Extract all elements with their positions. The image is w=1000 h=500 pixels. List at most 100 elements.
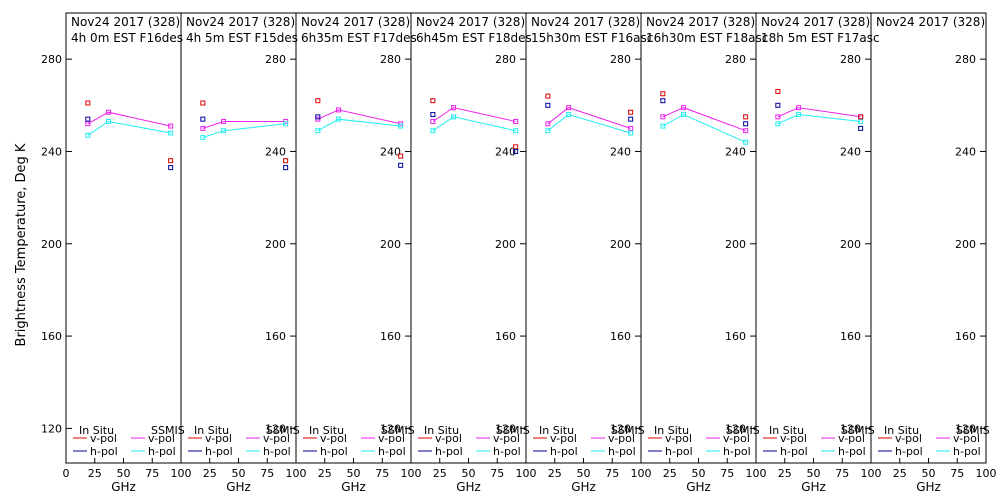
legend-ssmis-hpol-label: h-pol (263, 445, 291, 458)
legend-insitu-hpol-label: h-pol (665, 445, 693, 458)
y-axis-label: Brightness Temperature, Deg K (14, 143, 29, 346)
x-tick-label: 25 (778, 467, 792, 480)
insitu-vpol-point (858, 114, 864, 120)
legend-insitu-vpol-label: v-pol (780, 432, 807, 445)
legend-ssmis-vpol-label: v-pol (263, 432, 290, 445)
x-tick-label: 75 (260, 467, 274, 480)
legend-insitu-title: In Situ (884, 424, 919, 437)
legend-ssmis-title: SSMIS (151, 424, 185, 437)
x-tick-label: 50 (922, 467, 936, 480)
y-tick-label: 160 (725, 330, 746, 343)
legend-ssmis-hpol-label: h-pol (838, 445, 866, 458)
insitu-vpol-point (283, 158, 289, 164)
x-tick-label: 50 (692, 467, 706, 480)
legend-insitu-hpol-label: h-pol (90, 445, 118, 458)
panel-3: 120 160 200 240 280 25 50 75 100 GHz Nov24 2017 (3… (295, 12, 422, 494)
insitu-hpol-point (315, 114, 321, 120)
ssmis-hpol-point (221, 128, 227, 134)
x-tick-label: 100 (171, 467, 192, 480)
x-tick-label: 100 (746, 467, 767, 480)
legend-ssmis-vpol-label: v-pol (378, 432, 405, 445)
y-tick-label: 200 (265, 238, 286, 251)
legend-ssmis-vpol-label: v-pol (838, 432, 865, 445)
ssmis-hpol-line (202, 123, 286, 139)
y-tick-label: 280 (380, 53, 401, 66)
x-tick-label: 25 (318, 467, 332, 480)
y-tick-label: 160 (41, 330, 62, 343)
insitu-vpol-point (743, 114, 749, 120)
insitu-vpol-point (85, 100, 91, 106)
legend-ssmis-title: SSMIS (611, 424, 645, 437)
y-tick-label: 240 (265, 145, 286, 158)
insitu-vpol-point (398, 153, 404, 159)
insitu-vpol-point (513, 144, 519, 150)
y-tick-label: 280 (955, 53, 976, 66)
insitu-hpol-point (628, 116, 634, 122)
ssmis-hpol-line (547, 113, 631, 134)
panel-7: 120 160 200 240 280 25 50 75 100 GHz Nov24 2017 (3… (755, 12, 882, 494)
ssmis-vpol-point (221, 118, 227, 124)
legend-ssmis-title: SSMIS (841, 424, 875, 437)
insitu-hpol-point (660, 98, 666, 104)
ssmis-hpol-line (317, 118, 401, 132)
ssmis-hpol-line (432, 116, 516, 132)
y-tick-label: 240 (41, 145, 62, 158)
ssmis-hpol-line (87, 120, 171, 136)
insitu-hpol-point (545, 102, 551, 108)
panels: 120 160 200 240 280 0 25 50 75 100 GHz Nov24 2017 (… (41, 12, 997, 494)
x-axis-label: GHz (111, 480, 136, 494)
legend-ssmis-hpol-label: h-pol (723, 445, 751, 458)
legend-insitu-vpol-label: v-pol (895, 432, 922, 445)
y-tick-label: 240 (495, 145, 516, 158)
insitu-hpol-point (513, 148, 519, 154)
y-tick-label: 240 (955, 145, 976, 158)
legend-insitu-hpol-label: h-pol (320, 445, 348, 458)
legend-insitu-vpol-label: v-pol (435, 432, 462, 445)
legend-ssmis-title: SSMIS (381, 424, 415, 437)
ssmis-vpol-point (430, 118, 436, 124)
insitu-vpol-point (660, 91, 666, 97)
y-tick-label: 160 (840, 330, 861, 343)
legend-insitu-hpol-label: h-pol (780, 445, 808, 458)
y-tick-label: 160 (610, 330, 631, 343)
y-tick-label: 160 (495, 330, 516, 343)
ssmis-hpol-point (545, 128, 551, 134)
x-tick-label: 25 (548, 467, 562, 480)
legend-insitu-vpol-label: v-pol (665, 432, 692, 445)
legend-ssmis-title: SSMIS (496, 424, 530, 437)
ssmis-vpol-point (628, 125, 634, 131)
panel-title-time: 16h30m EST F18asc (646, 31, 768, 45)
x-tick-label: 25 (203, 467, 217, 480)
ssmis-vpol-point (451, 105, 457, 111)
ssmis-vpol-point (796, 105, 802, 111)
ssmis-vpol-point (743, 128, 749, 134)
x-axis-label: GHz (686, 480, 711, 494)
y-tick-label: 200 (725, 238, 746, 251)
y-tick-label: 280 (495, 53, 516, 66)
ssmis-hpol-point (660, 123, 666, 129)
legend-ssmis-vpol-label: v-pol (723, 432, 750, 445)
ssmis-vpol-point (168, 123, 174, 129)
legend-ssmis-vpol-label: v-pol (608, 432, 635, 445)
x-tick-label: 75 (835, 467, 849, 480)
x-tick-label: 75 (605, 467, 619, 480)
panel-title-date: Nov24 2017 (328) (646, 15, 755, 29)
ssmis-vpol-line (777, 107, 861, 118)
legend-insitu-title: In Situ (194, 424, 229, 437)
x-tick-label: 100 (516, 467, 537, 480)
x-tick-label: 50 (232, 467, 246, 480)
y-tick-label: 120 (610, 422, 631, 435)
insitu-vpol-point (775, 88, 781, 94)
y-tick-label: 240 (840, 145, 861, 158)
ssmis-hpol-point (566, 112, 572, 118)
x-tick-label: 50 (117, 467, 131, 480)
y-tick-label: 160 (955, 330, 976, 343)
x-tick-label: 100 (861, 467, 882, 480)
panel-6: 120 160 200 240 280 25 50 75 100 GHz Nov24 2017 (3… (640, 12, 768, 494)
x-axis-label: GHz (571, 480, 596, 494)
panel-8: 120 160 200 240 280 25 50 75 100 GHz Nov24 2017 (3… (870, 12, 997, 494)
ssmis-hpol-point (775, 121, 781, 127)
legend-ssmis-hpol-label: h-pol (148, 445, 176, 458)
ssmis-hpol-point (315, 128, 321, 134)
y-tick-label: 120 (380, 422, 401, 435)
